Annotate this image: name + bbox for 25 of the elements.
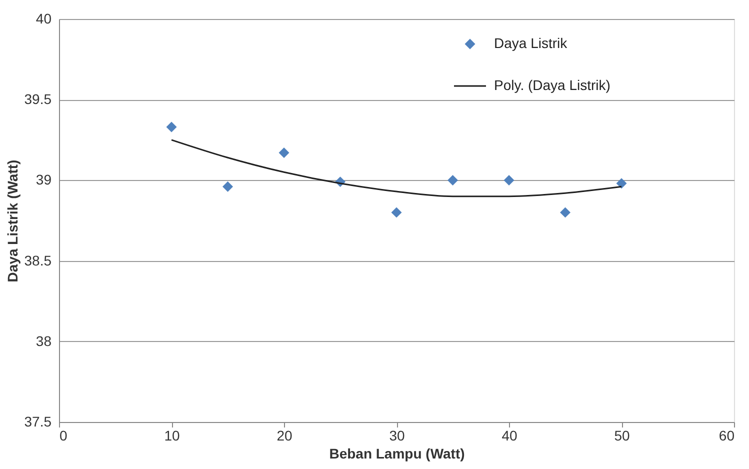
y-tick-label: 40: [36, 10, 52, 26]
y-axis-title: Daya Listrik (Watt): [4, 160, 20, 282]
x-tick-label: 0: [60, 428, 68, 444]
x-axis-title: Beban Lampu (Watt): [329, 446, 465, 462]
x-tick-label: 10: [164, 428, 180, 444]
point: [560, 207, 570, 218]
legend-label: Daya Listrik: [494, 35, 568, 51]
x-tick-label: 30: [389, 428, 405, 444]
point: [166, 122, 177, 132]
y-tick-label: 39.5: [24, 91, 52, 108]
x-tick-label: 40: [502, 428, 518, 444]
y-tick-label: 38: [36, 332, 52, 349]
point: [391, 207, 402, 218]
x-tick-label: 50: [614, 428, 630, 444]
legend-label: Poly. (Daya Listrik): [494, 77, 610, 93]
y-tick-label: 37.5: [24, 414, 52, 430]
point: [278, 148, 290, 158]
point: [616, 178, 627, 189]
point: [222, 181, 233, 192]
y-tick-label: 39: [36, 172, 52, 188]
point: [504, 174, 514, 186]
x-tick-label: 20: [276, 428, 292, 444]
point: [448, 174, 458, 186]
y-tick-label: 38.5: [24, 252, 52, 268]
x-tick-label: 60: [718, 428, 735, 444]
